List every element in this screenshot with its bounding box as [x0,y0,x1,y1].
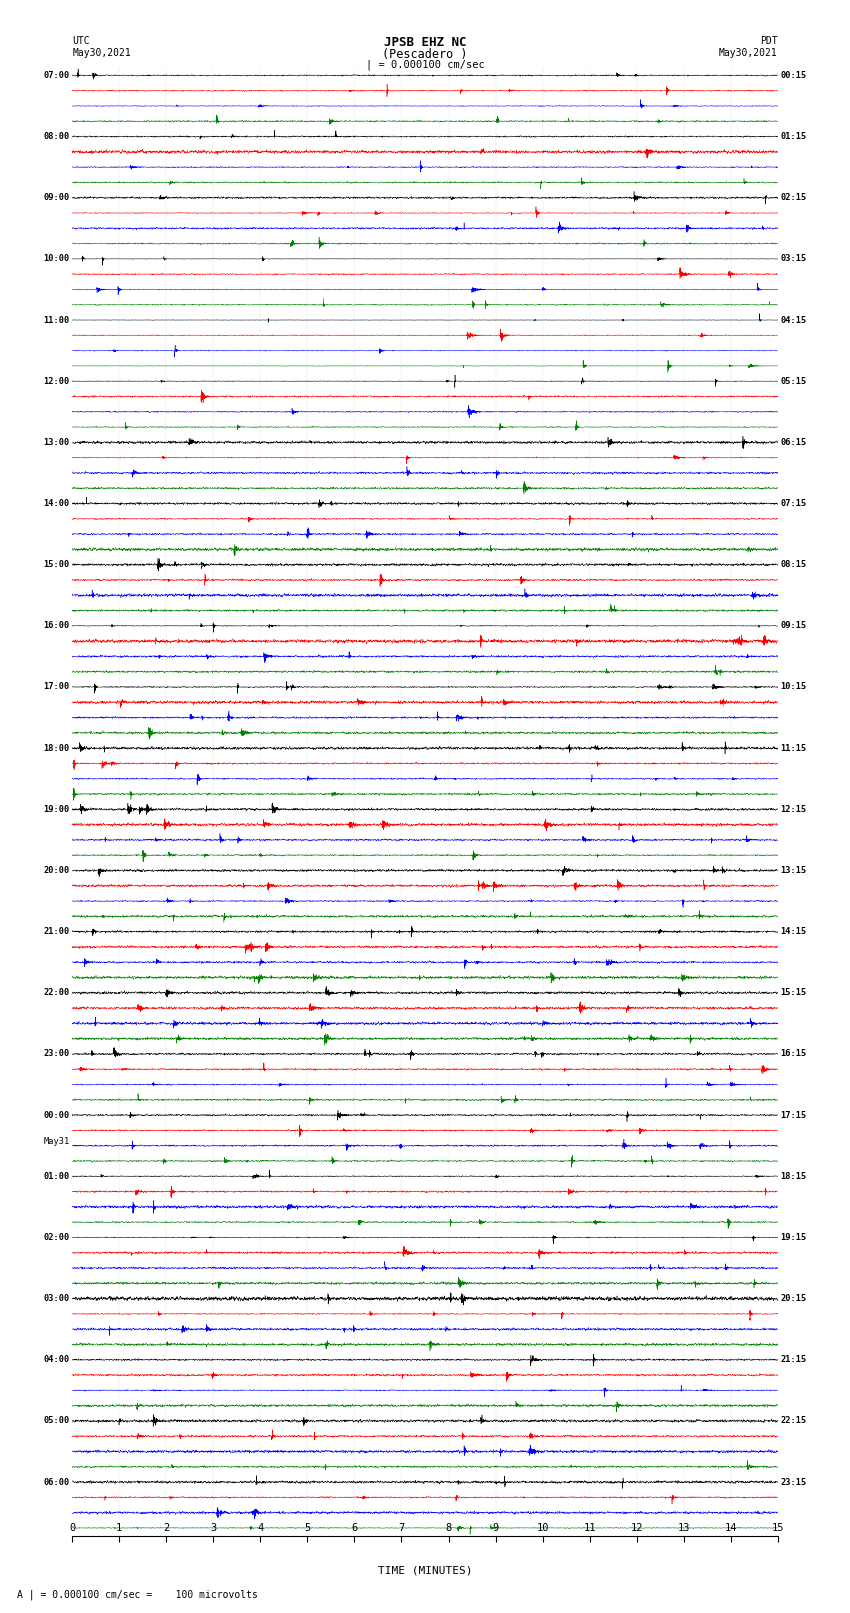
Text: 15:15: 15:15 [780,989,807,997]
Text: 08:15: 08:15 [780,560,807,569]
Text: 11:15: 11:15 [780,744,807,753]
Text: 21:15: 21:15 [780,1355,807,1365]
Text: 03:00: 03:00 [43,1294,70,1303]
Text: 14:15: 14:15 [780,927,807,936]
Text: | = 0.000100 cm/sec: | = 0.000100 cm/sec [366,60,484,71]
Text: 06:00: 06:00 [43,1478,70,1487]
Text: PDT
May30,2021: PDT May30,2021 [719,37,778,58]
Text: 15:00: 15:00 [43,560,70,569]
Text: 13:00: 13:00 [43,437,70,447]
Text: 08:00: 08:00 [43,132,70,140]
Text: 02:00: 02:00 [43,1232,70,1242]
Text: 16:00: 16:00 [43,621,70,631]
Text: 13:15: 13:15 [780,866,807,874]
Text: 09:00: 09:00 [43,194,70,202]
X-axis label: TIME (MINUTES): TIME (MINUTES) [377,1566,473,1576]
Text: 12:15: 12:15 [780,805,807,815]
Text: 21:00: 21:00 [43,927,70,936]
Text: 10:15: 10:15 [780,682,807,692]
Text: 01:15: 01:15 [780,132,807,140]
Text: 01:00: 01:00 [43,1171,70,1181]
Text: 02:15: 02:15 [780,194,807,202]
Text: 11:00: 11:00 [43,316,70,324]
Text: 07:00: 07:00 [43,71,70,81]
Text: 12:00: 12:00 [43,377,70,386]
Text: (Pescadero ): (Pescadero ) [382,48,468,61]
Text: 06:15: 06:15 [780,437,807,447]
Text: 20:00: 20:00 [43,866,70,874]
Text: 19:15: 19:15 [780,1232,807,1242]
Text: 17:15: 17:15 [780,1111,807,1119]
Text: A | = 0.000100 cm/sec =    100 microvolts: A | = 0.000100 cm/sec = 100 microvolts [17,1589,258,1600]
Text: UTC
May30,2021: UTC May30,2021 [72,37,131,58]
Text: 07:15: 07:15 [780,498,807,508]
Text: 17:00: 17:00 [43,682,70,692]
Text: 10:00: 10:00 [43,255,70,263]
Text: 23:15: 23:15 [780,1478,807,1487]
Text: 05:15: 05:15 [780,377,807,386]
Text: 23:00: 23:00 [43,1050,70,1058]
Text: 00:15: 00:15 [780,71,807,81]
Text: 04:15: 04:15 [780,316,807,324]
Text: 00:00: 00:00 [43,1111,70,1119]
Text: May31: May31 [43,1137,70,1145]
Text: 04:00: 04:00 [43,1355,70,1365]
Text: 19:00: 19:00 [43,805,70,815]
Text: 14:00: 14:00 [43,498,70,508]
Text: 03:15: 03:15 [780,255,807,263]
Text: 09:15: 09:15 [780,621,807,631]
Text: 18:00: 18:00 [43,744,70,753]
Text: JPSB EHZ NC: JPSB EHZ NC [383,37,467,50]
Text: 05:00: 05:00 [43,1416,70,1426]
Text: 20:15: 20:15 [780,1294,807,1303]
Text: 16:15: 16:15 [780,1050,807,1058]
Text: 22:15: 22:15 [780,1416,807,1426]
Text: 22:00: 22:00 [43,989,70,997]
Text: 18:15: 18:15 [780,1171,807,1181]
